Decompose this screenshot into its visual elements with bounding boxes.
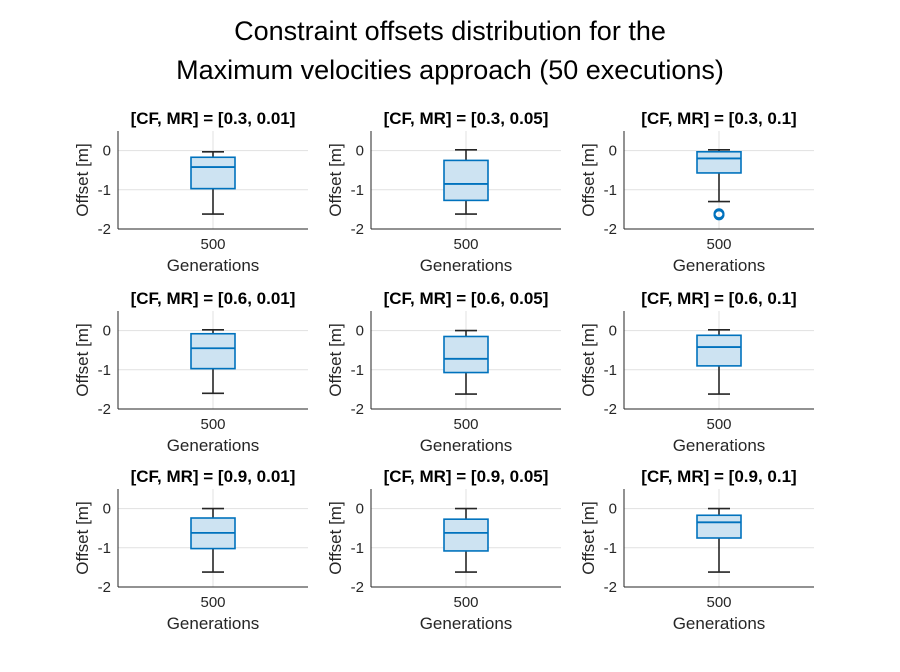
subplot-2: -2 -1 0 500 [CF, MR] = [0.3, 0.05] Generation…: [326, 109, 561, 275]
y-axis-label: Offset [m]: [73, 143, 92, 216]
subplot-title: [CF, MR] = [0.9, 0.05]: [384, 467, 549, 486]
x-tick-label: 500: [706, 236, 731, 253]
x-axis-label: Generations: [420, 614, 513, 633]
iqr-box: [443, 335, 489, 374]
x-tick-label: 500: [706, 416, 731, 433]
y-tick-label: -2: [98, 221, 111, 238]
y-tick-label: 0: [103, 501, 111, 518]
subplot-title: [CF, MR] = [0.6, 0.05]: [384, 289, 549, 308]
iqr-box: [190, 156, 236, 190]
subplot-title: [CF, MR] = [0.9, 0.01]: [131, 467, 296, 486]
x-axis-label: Generations: [167, 256, 260, 275]
y-tick-label: -1: [351, 362, 364, 379]
figure-title-line-2: Maximum velocities approach (50 executio…: [176, 55, 724, 85]
subplot-4: -2 -1 0 500 [CF, MR] = [0.6, 0.01] Generation…: [73, 289, 308, 455]
x-axis-label: Generations: [420, 436, 513, 455]
y-tick-label: 0: [103, 323, 111, 340]
x-axis-label: Generations: [673, 436, 766, 455]
y-tick-label: 0: [609, 501, 617, 518]
x-tick-label: 500: [453, 416, 478, 433]
iqr-box: [190, 332, 236, 370]
y-tick-label: -1: [604, 182, 617, 199]
y-axis-label: Offset [m]: [579, 323, 598, 396]
x-tick-label: 500: [706, 594, 731, 611]
y-tick-label: -2: [98, 401, 111, 418]
subplot-grid: -2 -1 0 500 [CF, MR] = [0.3, 0.01] Generation…: [73, 109, 814, 633]
y-tick-label: -2: [351, 221, 364, 238]
y-tick-label: -2: [98, 579, 111, 596]
iqr-box: [443, 159, 489, 202]
subplot-7: -2 -1 0 500 [CF, MR] = [0.9, 0.01] Generation…: [73, 467, 308, 633]
subplot-9: -2 -1 0 500 [CF, MR] = [0.9, 0.1] Generations…: [579, 467, 814, 633]
y-axis-label: Offset [m]: [73, 323, 92, 396]
x-tick-label: 500: [200, 594, 225, 611]
y-axis-label: Offset [m]: [326, 501, 345, 574]
y-tick-label: 0: [356, 143, 364, 160]
y-tick-label: -2: [351, 579, 364, 596]
y-axis-label: Offset [m]: [326, 323, 345, 396]
iqr-box: [696, 150, 742, 174]
y-tick-label: 0: [609, 143, 617, 160]
iqr-box: [696, 514, 742, 539]
x-axis-label: Generations: [673, 256, 766, 275]
y-tick-label: 0: [356, 501, 364, 518]
subplot-8: -2 -1 0 500 [CF, MR] = [0.9, 0.05] Generation…: [326, 467, 561, 633]
y-tick-label: 0: [609, 323, 617, 340]
x-axis-label: Generations: [167, 614, 260, 633]
y-axis-label: Offset [m]: [326, 143, 345, 216]
x-axis-label: Generations: [673, 614, 766, 633]
subplot-title: [CF, MR] = [0.6, 0.01]: [131, 289, 296, 308]
y-tick-label: 0: [103, 143, 111, 160]
y-tick-label: -1: [98, 182, 111, 199]
y-axis-label: Offset [m]: [579, 501, 598, 574]
subplot-title: [CF, MR] = [0.9, 0.1]: [641, 467, 796, 486]
y-tick-label: -1: [351, 182, 364, 199]
y-axis-label: Offset [m]: [73, 501, 92, 574]
subplot-6: -2 -1 0 500 [CF, MR] = [0.6, 0.1] Generations…: [579, 289, 814, 455]
figure-title-line-1: Constraint offsets distribution for the: [234, 16, 666, 46]
y-tick-label: 0: [356, 323, 364, 340]
subplot-title: [CF, MR] = [0.3, 0.01]: [131, 109, 296, 128]
y-tick-label: -2: [604, 401, 617, 418]
x-tick-label: 500: [200, 236, 225, 253]
y-tick-label: -1: [604, 540, 617, 557]
subplot-title: [CF, MR] = [0.3, 0.05]: [384, 109, 549, 128]
y-tick-label: -2: [351, 401, 364, 418]
x-axis-label: Generations: [420, 256, 513, 275]
y-tick-label: -1: [351, 540, 364, 557]
y-tick-label: -1: [98, 362, 111, 379]
subplot-3: -2 -1 0 500 [CF, MR] = [0.3, 0.1] Generations…: [579, 109, 814, 275]
subplot-1: -2 -1 0 500 [CF, MR] = [0.3, 0.01] Generation…: [73, 109, 308, 275]
x-axis-label: Generations: [167, 436, 260, 455]
y-axis-label: Offset [m]: [579, 143, 598, 216]
x-tick-label: 500: [453, 236, 478, 253]
outlier-point: [713, 209, 725, 221]
y-tick-label: -1: [604, 362, 617, 379]
iqr-box: [443, 518, 489, 552]
y-tick-label: -1: [98, 540, 111, 557]
subplot-5: -2 -1 0 500 [CF, MR] = [0.6, 0.05] Generation…: [326, 289, 561, 455]
x-tick-label: 500: [453, 594, 478, 611]
y-tick-label: -2: [604, 579, 617, 596]
x-tick-label: 500: [200, 416, 225, 433]
subplot-title: [CF, MR] = [0.6, 0.1]: [641, 289, 796, 308]
iqr-box: [696, 334, 742, 367]
y-tick-label: -2: [604, 221, 617, 238]
subplot-title: [CF, MR] = [0.3, 0.1]: [641, 109, 796, 128]
